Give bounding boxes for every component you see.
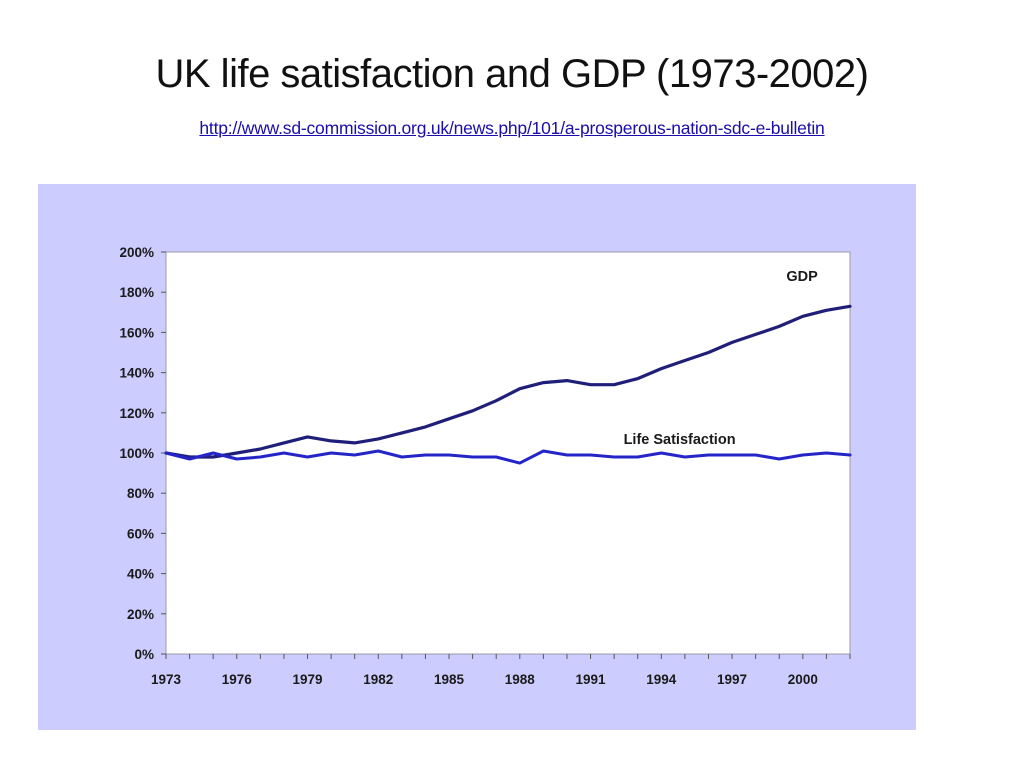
x-axis: 1973 1976 1979 1982 1985 1988 1991 1994 1997 2000: [151, 654, 851, 687]
y-tick-label: 20%: [127, 607, 154, 622]
x-tick-label: 1976: [222, 672, 253, 687]
series-labels: GDP Life Satisfaction: [624, 269, 818, 448]
y-tick-label: 40%: [127, 567, 154, 582]
x-tick-label: 1982: [363, 672, 393, 687]
x-tick-label: 1991: [576, 672, 607, 687]
x-tick-label: 1979: [292, 672, 322, 687]
y-tick-label: 200%: [119, 245, 154, 260]
x-tick-label: 1994: [646, 672, 677, 687]
source-link[interactable]: http://www.sd-commission.org.uk/news.php…: [199, 118, 825, 138]
y-tick-label: 80%: [127, 486, 154, 501]
y-tick-label: 180%: [119, 285, 154, 300]
chart-frame: 0% 20% 40% 60% 80% 100% 120% 140% 160% 180% 200% 1…: [38, 184, 916, 730]
gdp-series-label: GDP: [786, 269, 818, 285]
y-tick-label: 160%: [119, 325, 154, 340]
y-tick-label: 140%: [119, 366, 154, 381]
x-tick-label: 1988: [505, 672, 536, 687]
gdp-line: [164, 304, 852, 459]
y-tick-label: 0%: [134, 647, 154, 662]
life-satisfaction-line: [164, 449, 852, 465]
plot-area: [165, 251, 851, 655]
series-layer: [164, 304, 852, 465]
y-axis: 0% 20% 40% 60% 80% 100% 120% 140% 160% 180% 200%: [119, 245, 166, 662]
x-tick-label: 1985: [434, 672, 465, 687]
slide-title: UK life satisfaction and GDP (1973-2002): [155, 52, 870, 96]
line-chart: 0% 20% 40% 60% 80% 100% 120% 140% 160% 180% 200% 1…: [119, 245, 852, 687]
x-tick-label: 1997: [717, 672, 747, 687]
y-tick-label: 100%: [119, 446, 154, 461]
y-tick-label: 60%: [127, 526, 154, 541]
y-tick-label: 120%: [119, 406, 154, 421]
life-satisfaction-series-label: Life Satisfaction: [624, 432, 736, 448]
x-tick-label: 2000: [788, 672, 818, 687]
x-tick-label: 1973: [151, 672, 182, 687]
